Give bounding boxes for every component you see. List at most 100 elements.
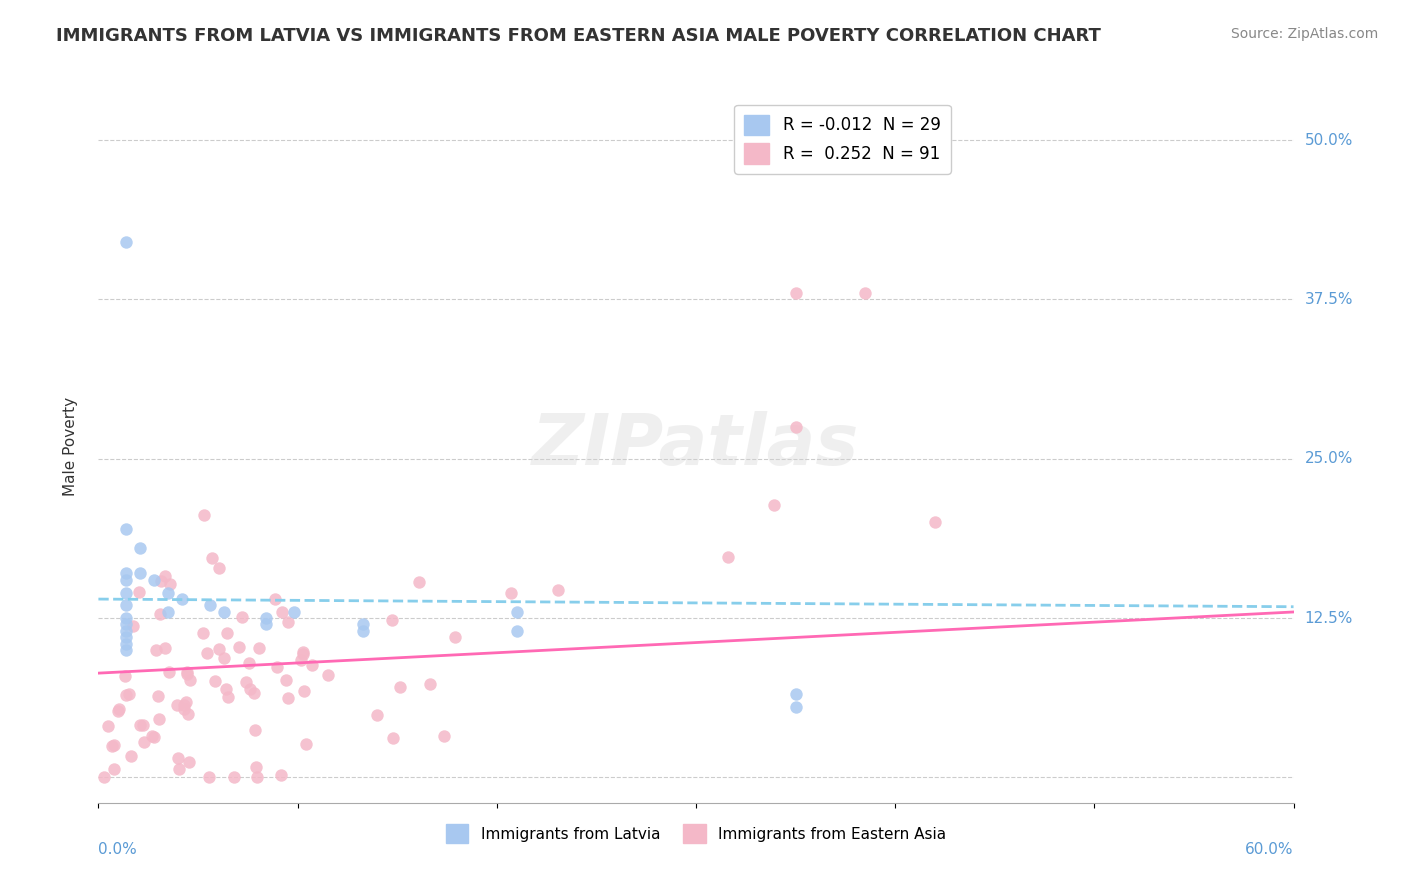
Point bbox=[115, 630, 138, 644]
Point bbox=[115, 636, 138, 650]
Text: 37.5%: 37.5% bbox=[1305, 292, 1353, 307]
Point bbox=[266, 660, 288, 674]
Point bbox=[179, 673, 201, 688]
Point bbox=[173, 698, 195, 712]
Point bbox=[172, 591, 194, 606]
Point bbox=[169, 762, 191, 776]
Point bbox=[115, 235, 138, 249]
Point bbox=[381, 731, 404, 745]
Point bbox=[292, 684, 315, 698]
Point bbox=[159, 577, 181, 591]
Point bbox=[366, 708, 388, 723]
Point bbox=[217, 690, 239, 704]
Point bbox=[173, 702, 195, 716]
Point bbox=[352, 617, 374, 632]
Point bbox=[146, 689, 169, 703]
Point bbox=[246, 770, 269, 784]
Point bbox=[177, 755, 200, 769]
Point bbox=[198, 770, 221, 784]
Point bbox=[301, 658, 323, 673]
Point bbox=[132, 717, 155, 731]
Point bbox=[120, 749, 142, 764]
Point bbox=[277, 691, 299, 706]
Point bbox=[263, 592, 285, 607]
Point bbox=[506, 605, 529, 619]
Point bbox=[141, 729, 163, 743]
Point bbox=[166, 751, 188, 765]
Point bbox=[408, 575, 430, 590]
Point bbox=[129, 566, 152, 581]
Point bbox=[785, 688, 807, 702]
Point bbox=[121, 619, 143, 633]
Point bbox=[155, 568, 177, 582]
Point bbox=[231, 610, 253, 624]
Point bbox=[762, 498, 785, 512]
Point bbox=[176, 665, 198, 679]
Point bbox=[115, 611, 138, 625]
Point bbox=[254, 617, 277, 632]
Point bbox=[239, 682, 262, 697]
Point bbox=[115, 617, 138, 632]
Point bbox=[129, 541, 152, 555]
Point bbox=[128, 585, 150, 599]
Point bbox=[143, 573, 166, 587]
Point bbox=[243, 686, 266, 700]
Point bbox=[270, 768, 292, 782]
Text: IMMIGRANTS FROM LATVIA VS IMMIGRANTS FROM EASTERN ASIA MALE POVERTY CORRELATION : IMMIGRANTS FROM LATVIA VS IMMIGRANTS FRO… bbox=[56, 27, 1101, 45]
Point bbox=[97, 719, 120, 733]
Point bbox=[157, 585, 180, 599]
Point bbox=[316, 667, 339, 681]
Point bbox=[547, 582, 569, 597]
Point bbox=[222, 770, 245, 784]
Point bbox=[212, 605, 235, 619]
Point bbox=[115, 522, 138, 536]
Point bbox=[277, 615, 299, 630]
Point bbox=[107, 704, 129, 718]
Point bbox=[198, 599, 221, 613]
Point bbox=[101, 739, 124, 753]
Point bbox=[115, 643, 138, 657]
Point bbox=[785, 420, 807, 434]
Point bbox=[115, 599, 138, 613]
Point bbox=[93, 770, 115, 784]
Point bbox=[924, 516, 946, 530]
Point bbox=[115, 624, 138, 638]
Point bbox=[389, 680, 412, 694]
Point bbox=[128, 718, 150, 732]
Y-axis label: Male Poverty: Male Poverty bbox=[63, 396, 77, 496]
Point bbox=[444, 631, 467, 645]
Point bbox=[254, 611, 277, 625]
Point bbox=[228, 640, 250, 655]
Point bbox=[114, 669, 136, 683]
Text: 60.0%: 60.0% bbox=[1246, 842, 1294, 856]
Point bbox=[115, 573, 138, 587]
Point bbox=[103, 763, 125, 777]
Text: ZIPatlas: ZIPatlas bbox=[533, 411, 859, 481]
Point bbox=[204, 674, 226, 689]
Point bbox=[115, 585, 138, 599]
Point bbox=[115, 566, 138, 581]
Point bbox=[419, 677, 441, 691]
Point bbox=[157, 665, 180, 679]
Point bbox=[201, 551, 224, 566]
Point bbox=[195, 646, 218, 660]
Point bbox=[785, 286, 807, 301]
Text: 25.0%: 25.0% bbox=[1305, 451, 1353, 467]
Point bbox=[215, 682, 238, 697]
Point bbox=[142, 730, 165, 744]
Point bbox=[212, 650, 235, 665]
Point bbox=[853, 286, 876, 301]
Point bbox=[238, 656, 260, 670]
Point bbox=[717, 550, 740, 565]
Point bbox=[245, 759, 267, 773]
Text: 12.5%: 12.5% bbox=[1305, 610, 1353, 625]
Point bbox=[243, 723, 266, 738]
Point bbox=[174, 695, 197, 709]
Point bbox=[115, 689, 138, 703]
Text: 0.0%: 0.0% bbox=[98, 842, 138, 856]
Point bbox=[149, 607, 172, 622]
Point bbox=[193, 508, 215, 523]
Point bbox=[149, 574, 172, 589]
Point bbox=[145, 642, 167, 657]
Point bbox=[176, 666, 198, 681]
